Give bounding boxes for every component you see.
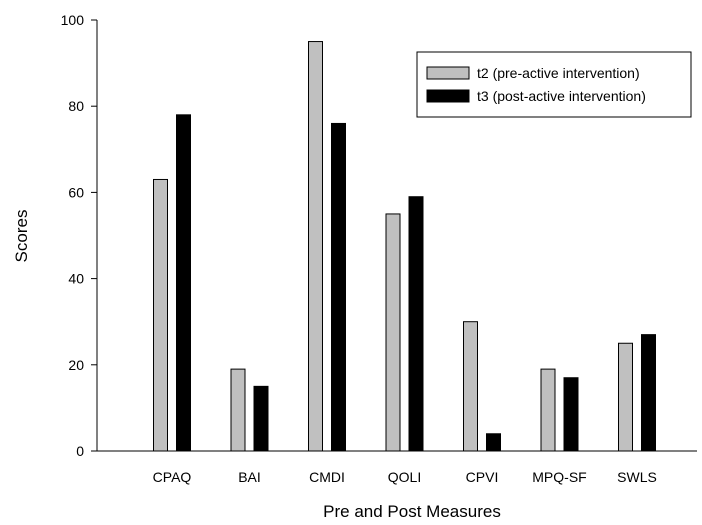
bar-cpvi-t3 — [486, 433, 501, 452]
bar-qoli-t3 — [408, 196, 424, 452]
legend-box — [416, 51, 692, 118]
y-tick-label: 100 — [61, 12, 85, 28]
x-axis-tick-labels: CPAQ BAI CMDI QOLI CPVI MPQ-SF SWLS — [153, 469, 657, 485]
bar-mpq-sf-t3 — [563, 377, 579, 452]
x-tick-label: CMDI — [309, 469, 345, 485]
bar-swls-t3 — [641, 334, 656, 452]
y-axis-ticks: 0 20 40 60 80 100 — [61, 12, 97, 459]
bar-cpvi-t2 — [463, 321, 478, 452]
bar-bai-t3 — [253, 385, 269, 452]
x-tick-label: MPQ-SF — [532, 469, 586, 485]
x-tick-label: CPVI — [466, 469, 499, 485]
x-tick-label: CPAQ — [153, 469, 192, 485]
bar-cmdi-t3 — [331, 122, 346, 452]
legend-label-t3: t3 (post-active intervention) — [477, 88, 646, 104]
x-tick-label: QOLI — [388, 469, 421, 485]
bars — [153, 41, 656, 452]
y-tick-label: 20 — [68, 357, 84, 373]
bar-bai-t2 — [230, 368, 246, 452]
y-tick-label: 40 — [68, 271, 84, 287]
y-tick-label: 60 — [68, 184, 84, 200]
bar-mpq-sf-t2 — [540, 368, 556, 452]
bar-cpaq-t3 — [176, 114, 191, 452]
bar-swls-t2 — [618, 342, 633, 452]
legend-swatch-t3 — [426, 89, 470, 103]
bar-cpaq-t2 — [153, 178, 168, 452]
x-axis-title: Pre and Post Measures — [323, 502, 501, 521]
y-axis-title: Scores — [12, 210, 31, 263]
x-tick-label: SWLS — [617, 469, 657, 485]
x-tick-label: BAI — [238, 469, 261, 485]
y-tick-label: 0 — [76, 443, 84, 459]
legend-label-t2: t2 (pre-active intervention) — [477, 65, 640, 81]
legend: t2 (pre-active intervention) t3 (post-ac… — [416, 51, 692, 118]
bar-qoli-t2 — [385, 213, 401, 452]
legend-swatch-t2 — [426, 66, 470, 80]
y-tick-label: 80 — [68, 98, 84, 114]
bar-cmdi-t2 — [308, 41, 323, 452]
